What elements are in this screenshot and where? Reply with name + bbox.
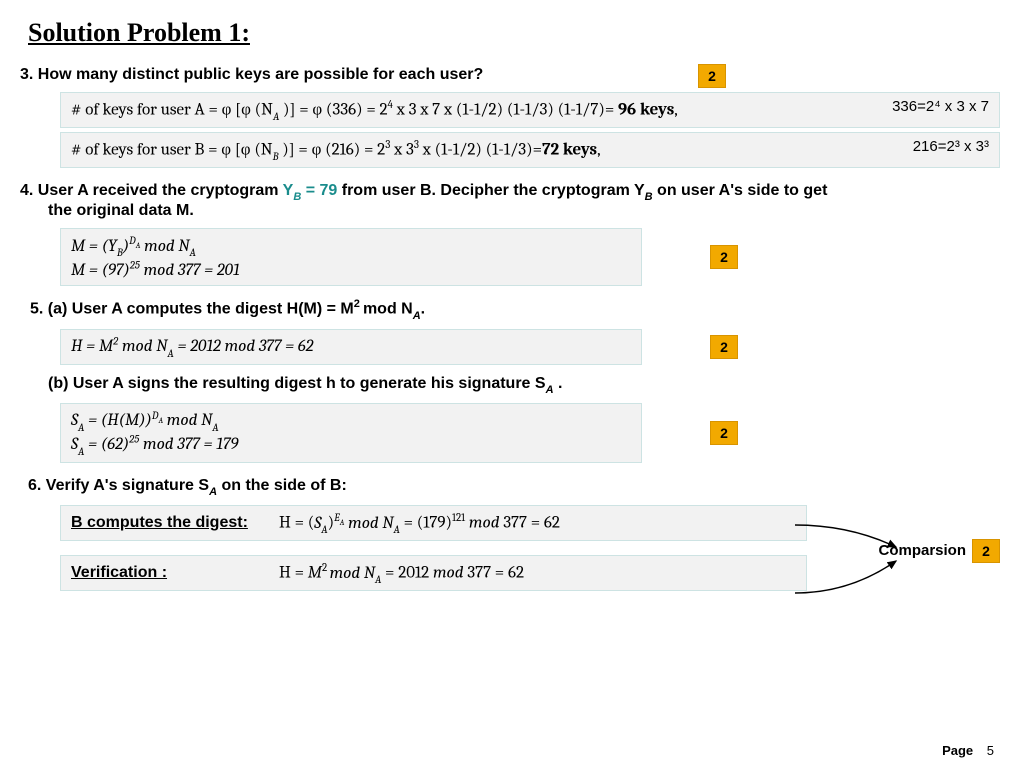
q3-right-a: 336=2⁴ x 3 x 7 (892, 98, 989, 115)
page-label: Page (942, 743, 973, 758)
question-5b: (b) User A signs the resulting digest h … (48, 375, 1004, 395)
t: from user B. Decipher the cryptogram Y (337, 182, 644, 199)
t: x 3 x 7 x (1-1/2) (1-1/3) (1-1/7)= (393, 101, 618, 120)
t: )] = φ (336) = 2 (279, 101, 387, 120)
q5b-formula: SA = (H(M))DA mod NA SA = (62)25 mod 377… (60, 403, 642, 463)
t: A (209, 486, 217, 498)
t: SA = (62)25 mod 377 = 179 (71, 435, 238, 454)
t: A (273, 110, 279, 123)
t: (b) User A signs the resulting digest h … (48, 375, 546, 392)
t: x (1-1/2) (1-1/3)= (419, 141, 542, 160)
q3-text: 3. How many distinct public keys are pos… (20, 66, 483, 83)
t: 5. (a) User A computes the digest H(M) =… (30, 300, 354, 317)
t: B (645, 191, 653, 203)
question-6: 6. Verify A's signature SA on the side o… (28, 477, 1004, 497)
q6-row1-eq: H = (SA)EA mod NA = (179)121 mod 377 = 6… (279, 511, 560, 535)
t: 72 keys (542, 141, 597, 160)
t: x 3 (390, 141, 414, 160)
t: H = M2 mod NA = 2012 mod 377 = 62 (71, 337, 313, 356)
t: 2 (354, 298, 363, 310)
t: # of keys for user A = φ [φ (N (71, 101, 273, 120)
t: on user A's side to get (653, 182, 828, 199)
q3-right-b: 216=2³ x 3³ (913, 138, 989, 155)
t: A (546, 384, 554, 396)
comparison-label: Comparsion 2 (878, 539, 1000, 563)
page-number: Page 5 (942, 743, 994, 758)
t: # of keys for user B = φ [φ (N (71, 141, 273, 160)
t: B (273, 150, 279, 163)
q6-row-verify: Verification : H = M2 mod NA = 2012 mod … (60, 555, 807, 591)
t: on the side of B: (217, 477, 347, 494)
q3-formula-b: # of keys for user B = φ [φ (NB )] = φ (… (60, 132, 1000, 168)
page-number-value: 5 (987, 743, 994, 758)
page-title: Solution Problem 1: (28, 18, 1004, 48)
points-badge-q3: 2 (698, 64, 726, 88)
points-badge-q5a: 2 (710, 335, 738, 359)
q5a-formula: H = M2 mod NA = 2012 mod 377 = 62 (60, 329, 642, 365)
t: SA = (H(M))DA mod NA (71, 411, 219, 430)
points-badge-q6: 2 (972, 539, 1000, 563)
t: M = (YB)DA mod NA (71, 237, 196, 256)
q3-formula-a: # of keys for user A = φ [φ (NA )] = φ (… (60, 92, 1000, 128)
points-badge-q4: 2 (710, 245, 738, 269)
t: 6. Verify A's signature S (28, 477, 209, 494)
question-3: 3. How many distinct public keys are pos… (20, 66, 1004, 84)
points-badge-q5b: 2 (710, 421, 738, 445)
comparison-text: Comparsion (878, 542, 966, 559)
t: YB = 79 (283, 182, 338, 199)
t: the original data M. (48, 202, 1004, 220)
t: 96 keys (618, 101, 674, 120)
question-5a: 5. (a) User A computes the digest H(M) =… (30, 298, 1004, 321)
question-4: 4. User A received the cryptogram YB = 7… (20, 182, 1004, 220)
q6-row1-label: B computes the digest: (71, 514, 279, 532)
q6-row-digest: B computes the digest: H = (SA)EA mod NA… (60, 505, 807, 541)
t: A (413, 310, 421, 322)
q4-formula: M = (YB)DA mod NA M = (97)25 mod 377 = 2… (60, 228, 642, 286)
q6-row2-eq: H = M2 mod NA = 2012 mod 377 = 62 (279, 561, 524, 585)
t: M = (97)25 mod 377 = 201 (71, 261, 240, 280)
t: )] = φ (216) = 2 (279, 141, 386, 160)
t: mod N (363, 300, 413, 317)
t: 4. User A received the cryptogram (20, 182, 283, 199)
q6-row2-label: Verification : (71, 564, 279, 582)
